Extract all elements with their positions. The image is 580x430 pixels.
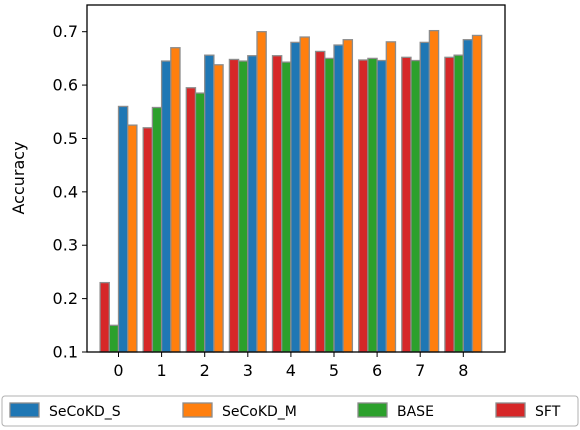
bar-base-2 — [194, 92, 206, 353]
plot-frame — [86, 4, 506, 353]
bar-sft-5 — [314, 50, 326, 353]
bar-secokd_m-6 — [385, 41, 397, 353]
legend: SeCoKD_S SeCoKD_M BASE SFT — [1, 395, 579, 427]
y-tick-label: 0.7 — [53, 22, 78, 41]
y-tick-label: 0.2 — [53, 289, 78, 308]
legend-swatch-secokd_s — [9, 402, 40, 418]
bar-base-6 — [367, 57, 378, 353]
bar-secokd_s-2 — [204, 54, 215, 353]
bar-secokd_s-4 — [290, 41, 301, 353]
x-tick-label: 0 — [113, 361, 123, 380]
y-tick-label: 0.3 — [53, 236, 78, 255]
bar-base-7 — [410, 59, 421, 353]
bar-base-5 — [324, 57, 335, 353]
bar-base-4 — [281, 61, 292, 353]
y-axis: 0.1 0.2 0.3 0.4 0.5 0.6 0.7 — [53, 22, 87, 362]
legend-frame — [1, 395, 579, 427]
bar-sft-2 — [185, 87, 197, 353]
bar-secokd_m-4 — [299, 36, 310, 353]
bars-layer — [99, 29, 483, 353]
bar-sft-0 — [99, 281, 110, 353]
x-tick-label: 5 — [329, 361, 339, 380]
bar-sft-4 — [271, 55, 283, 353]
legend-swatch-secokd_m — [182, 402, 213, 418]
bar-sft-8 — [444, 56, 455, 353]
bar-base-3 — [237, 60, 249, 353]
bar-secokd_m-1 — [170, 47, 181, 353]
bar-secokd_s-3 — [247, 55, 258, 353]
bar-secokd_s-6 — [376, 59, 387, 353]
x-tick-label: 4 — [286, 361, 296, 380]
legend-label-base: BASE — [397, 404, 434, 420]
y-tick-label: 0.1 — [53, 343, 78, 362]
y-axis-title: Accuracy — [9, 141, 28, 214]
bar-secokd_m-3 — [256, 31, 267, 353]
bar-secokd_s-5 — [333, 44, 344, 353]
bar-secokd_s-8 — [462, 39, 474, 353]
bar-base-8 — [453, 54, 464, 353]
legend-swatch-base — [357, 402, 388, 418]
bar-base-0 — [108, 324, 120, 353]
legend-label-secokd_m: SeCoKD_M — [222, 404, 297, 420]
x-axis: 0 1 2 3 4 5 6 7 8 — [113, 352, 468, 380]
x-tick-label: 7 — [415, 361, 425, 380]
bar-secokd_s-1 — [160, 60, 172, 353]
x-tick-label: 2 — [200, 361, 210, 380]
bar-sft-6 — [358, 59, 369, 353]
x-tick-label: 3 — [243, 361, 253, 380]
bar-secokd_m-7 — [428, 29, 440, 353]
bar-secokd_m-5 — [342, 39, 354, 353]
bar-secokd_s-0 — [117, 105, 129, 353]
bar-sft-7 — [401, 56, 412, 353]
bar-secokd_m-0 — [127, 124, 138, 353]
legend-label-secokd_s: SeCoKD_S — [49, 404, 121, 420]
bar-sft-1 — [142, 127, 154, 353]
x-tick-label: 6 — [372, 361, 382, 380]
y-tick-label: 0.4 — [53, 182, 78, 201]
bar-base-1 — [151, 106, 163, 353]
bar-secokd_m-2 — [213, 64, 224, 353]
y-tick-label: 0.5 — [53, 129, 78, 148]
legend-swatch-sft — [495, 402, 526, 418]
bar-sft-3 — [228, 58, 240, 353]
x-tick-label: 1 — [157, 361, 167, 380]
y-tick-label: 0.6 — [53, 76, 78, 95]
legend-label-sft: SFT — [535, 404, 561, 420]
x-tick-label: 8 — [458, 361, 468, 380]
bar-secokd_m-8 — [471, 34, 483, 353]
bar-secokd_s-7 — [419, 41, 431, 353]
